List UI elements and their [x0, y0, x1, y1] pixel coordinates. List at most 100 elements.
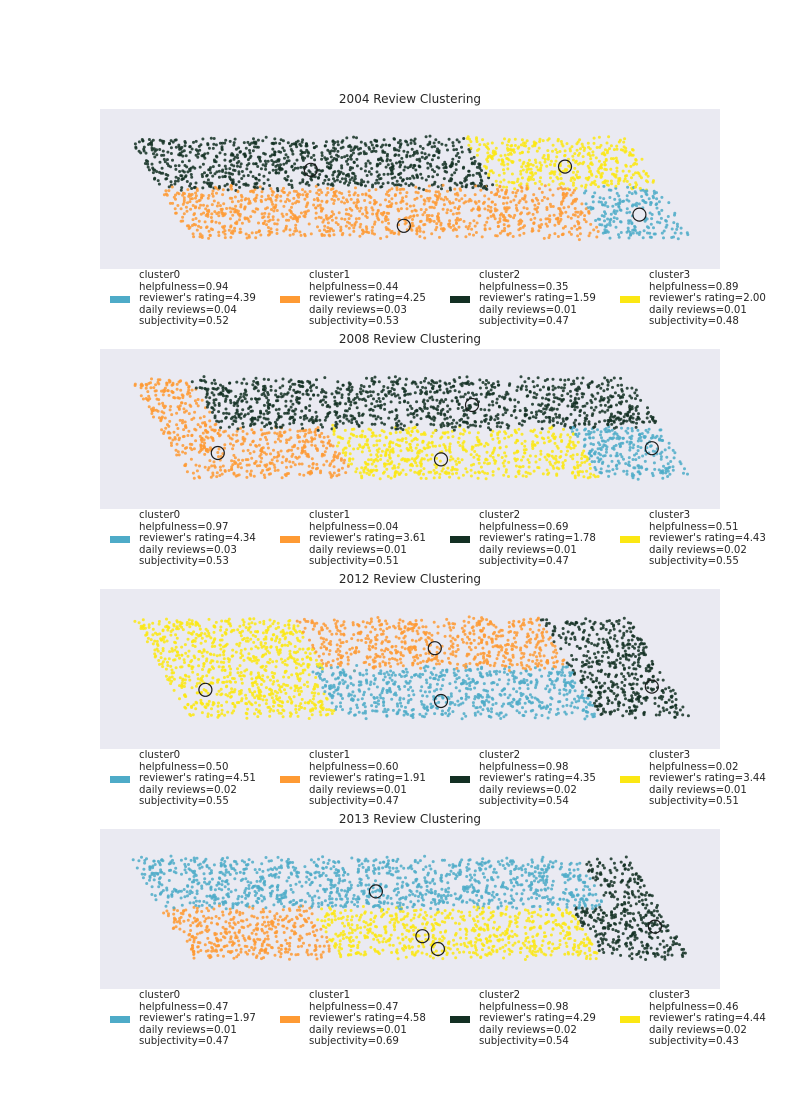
scatter-point — [185, 470, 189, 474]
scatter-point — [520, 189, 524, 193]
scatter-point — [396, 465, 400, 469]
scatter-point — [587, 420, 591, 424]
scatter-point — [287, 472, 290, 475]
scatter-point — [217, 410, 221, 414]
scatter-point — [233, 137, 237, 141]
scatter-point — [204, 207, 208, 211]
scatter-point — [611, 172, 614, 176]
scatter-point — [540, 182, 544, 186]
scatter-point — [320, 208, 324, 212]
scatter-point — [495, 397, 499, 401]
scatter-point — [593, 460, 597, 464]
scatter-point — [278, 386, 282, 390]
scatter-point — [532, 391, 536, 395]
scatter-point — [382, 138, 386, 142]
scatter-point — [496, 413, 500, 417]
scatter-point — [432, 468, 436, 472]
scatter-point — [612, 157, 615, 161]
scatter-point — [276, 412, 280, 416]
scatter-point — [332, 202, 336, 205]
scatter-point — [248, 148, 251, 152]
scatter-point — [400, 156, 404, 160]
scatter-point — [220, 148, 224, 152]
scatter-point — [569, 394, 573, 398]
scatter-point — [232, 472, 236, 476]
scatter-point — [238, 165, 242, 169]
scatter-point — [301, 193, 305, 197]
scatter-point — [460, 150, 464, 154]
scatter-point — [398, 139, 402, 142]
scatter-point — [275, 209, 279, 212]
scatter-point — [625, 472, 629, 476]
scatter-point — [267, 219, 271, 223]
scatter-point — [625, 207, 629, 211]
scatter-point — [207, 229, 211, 233]
scatter-point — [537, 420, 541, 423]
scatter-point — [577, 238, 581, 242]
scatter-point — [675, 227, 679, 231]
scatter-point — [314, 184, 318, 188]
scatter-point — [390, 197, 394, 201]
scatter-point — [279, 150, 283, 154]
scatter-point — [483, 227, 487, 231]
scatter-point — [418, 144, 422, 148]
scatter-point — [429, 219, 433, 223]
scatter-point — [431, 431, 435, 435]
scatter-point — [253, 185, 257, 189]
scatter-point — [534, 460, 538, 464]
scatter-point — [619, 220, 623, 224]
scatter-point — [193, 206, 197, 210]
scatter-point — [392, 388, 396, 392]
scatter-point — [525, 388, 528, 392]
scatter-point — [315, 386, 319, 389]
scatter-point — [161, 171, 165, 175]
scatter-point — [483, 444, 487, 448]
scatter-point — [667, 201, 671, 205]
scatter-point — [578, 161, 582, 165]
scatter-point — [518, 233, 522, 237]
helpfulness-stat: helpfulness=0.44 — [309, 281, 399, 293]
scatter-point — [157, 182, 161, 186]
scatter-point — [412, 415, 416, 419]
scatter-point — [261, 221, 265, 225]
scatter-point — [160, 415, 164, 419]
scatter-point — [301, 439, 305, 443]
scatter-point — [348, 221, 351, 225]
scatter-point — [628, 151, 632, 155]
scatter-point — [412, 214, 416, 218]
scatter-point — [427, 411, 431, 415]
scatter-point — [147, 382, 151, 385]
scatter-point — [454, 168, 458, 172]
scatter-point — [359, 151, 363, 155]
scatter-point — [508, 397, 512, 401]
scatter-point — [597, 200, 601, 204]
scatter-point — [542, 236, 546, 240]
scatter-point — [259, 198, 263, 202]
scatter-point — [410, 407, 414, 410]
scatter-point — [468, 173, 472, 177]
scatter-point — [281, 139, 285, 143]
scatter-point — [599, 403, 603, 407]
scatter-point — [346, 183, 350, 187]
scatter-point — [650, 213, 654, 216]
scatter-point — [588, 462, 592, 466]
scatter-point — [485, 391, 489, 395]
scatter-point — [539, 176, 542, 180]
scatter-point — [146, 165, 150, 169]
scatter-point — [520, 423, 524, 427]
scatter-point — [425, 218, 429, 222]
scatter-point — [274, 168, 278, 172]
scatter-point — [220, 141, 224, 145]
scatter-point — [195, 228, 199, 232]
scatter-point — [231, 213, 235, 217]
scatter-point — [666, 462, 670, 466]
scatter-point — [516, 189, 520, 192]
scatter-point — [323, 178, 327, 182]
scatter-point — [296, 219, 299, 223]
scatter-point — [496, 225, 500, 229]
scatter-point — [240, 195, 244, 199]
scatter-point — [430, 145, 434, 149]
scatter-point — [502, 171, 506, 175]
scatter-point — [612, 148, 616, 152]
scatter-point — [645, 189, 649, 193]
